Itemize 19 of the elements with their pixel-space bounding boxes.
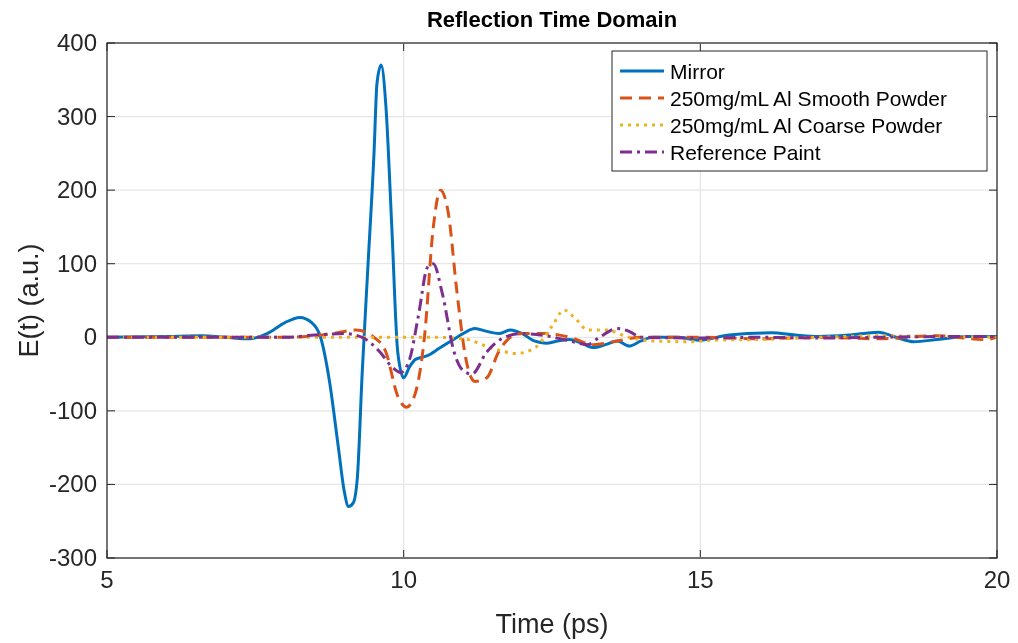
legend-label: 250mg/mL Al Coarse Powder [670, 114, 943, 137]
legend-label: Reference Paint [670, 141, 821, 164]
y-tick-label: -300 [48, 544, 97, 571]
legend-label: Mirror [670, 60, 725, 83]
legend-label: 250mg/mL Al Smooth Powder [670, 87, 948, 110]
y-tick-label: 200 [56, 176, 97, 204]
y-tick-label: -100 [48, 396, 97, 424]
x-tick-label: 20 [983, 566, 1011, 593]
y-tick-label: 0 [83, 323, 97, 351]
y-tick-label: -200 [48, 470, 97, 498]
y-axis-title: E(t) (a.u.) [14, 243, 44, 358]
x-axis-title: Time (ps) [495, 609, 609, 639]
y-tick-label: 300 [56, 102, 97, 130]
x-tick-label: 10 [390, 566, 418, 593]
y-tick-label: 100 [56, 249, 97, 277]
y-tick-label: 400 [56, 29, 97, 56]
chart-title: Reflection Time Domain [426, 7, 678, 32]
x-tick-label: 15 [686, 566, 714, 593]
x-tick-label: 5 [100, 566, 114, 593]
